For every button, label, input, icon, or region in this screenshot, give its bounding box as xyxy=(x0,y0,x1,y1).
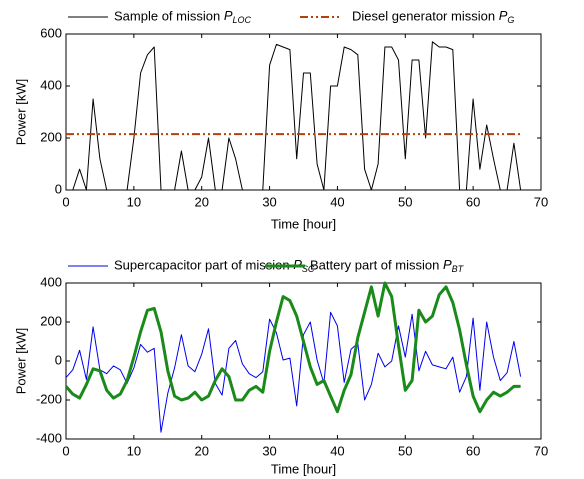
x-tick-label: 20 xyxy=(194,443,208,458)
y-axis-label: Power [kW] xyxy=(13,79,28,145)
x-tick-label: 0 xyxy=(62,443,69,458)
series-line xyxy=(64,281,521,414)
y-axis-label: Power [kW] xyxy=(13,328,28,394)
y-tick-label: 200 xyxy=(40,129,62,144)
x-tick-label: 40 xyxy=(330,194,344,209)
x-tick-label: 70 xyxy=(534,443,548,458)
series-line xyxy=(66,41,522,191)
x-tick-label: 70 xyxy=(534,194,548,209)
plot-frame xyxy=(65,33,542,191)
y-tick-label: 0 xyxy=(55,352,62,367)
x-tick-label: 50 xyxy=(398,194,412,209)
y-tick-label: 200 xyxy=(40,313,62,328)
y-tick-label: 400 xyxy=(40,77,62,92)
x-axis-label: Time [hour] xyxy=(271,216,336,231)
plot-frame xyxy=(65,282,542,440)
x-tick-label: 30 xyxy=(262,443,276,458)
legend-label: Sample of mission PLOC xyxy=(114,8,252,25)
legend-label: Battery part of mission PBT xyxy=(310,257,465,274)
x-tick-label: 0 xyxy=(62,194,69,209)
x-tick-label: 40 xyxy=(330,443,344,458)
x-tick-label: 10 xyxy=(127,194,141,209)
y-tick-label: 0 xyxy=(55,181,62,196)
y-tick-label: -400 xyxy=(36,430,62,445)
x-tick-label: 50 xyxy=(398,443,412,458)
x-tick-label: 60 xyxy=(466,443,480,458)
y-tick-label: -200 xyxy=(36,391,62,406)
series-line xyxy=(65,311,522,433)
x-tick-label: 20 xyxy=(194,194,208,209)
x-tick-label: 30 xyxy=(262,194,276,209)
legend-label: Diesel generator mission PG xyxy=(352,8,514,25)
x-tick-label: 60 xyxy=(466,194,480,209)
y-tick-label: 600 xyxy=(40,25,62,40)
x-axis-label: Time [hour] xyxy=(271,461,336,476)
x-tick-label: 10 xyxy=(127,443,141,458)
y-tick-label: 400 xyxy=(40,274,62,289)
